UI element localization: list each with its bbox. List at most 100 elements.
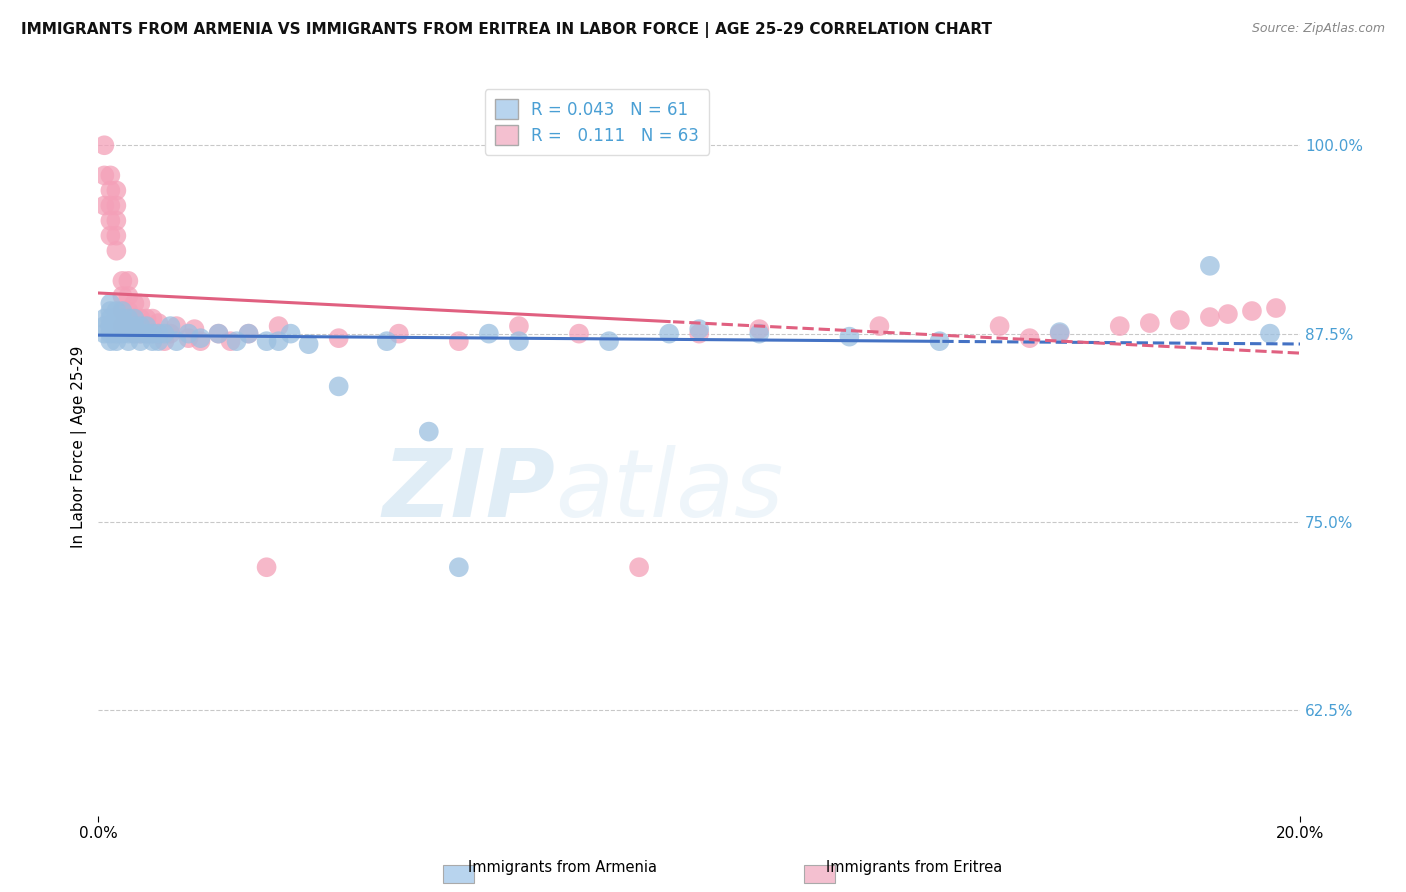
Point	[256, 560, 278, 574]
Point	[111, 319, 134, 334]
Point	[93, 319, 115, 334]
Point	[256, 334, 278, 348]
Point	[141, 326, 163, 341]
Point	[447, 560, 470, 574]
Point	[1265, 301, 1288, 315]
Point	[111, 289, 134, 303]
Point	[93, 198, 115, 212]
Point	[129, 311, 152, 326]
Text: atlas: atlas	[555, 445, 783, 536]
Point	[117, 334, 139, 348]
Point	[105, 244, 128, 258]
Point	[748, 322, 770, 336]
Point	[117, 289, 139, 303]
Point	[375, 334, 398, 348]
Point	[111, 326, 134, 341]
Legend: R = 0.043   N = 61, R =   0.111   N = 63: R = 0.043 N = 61, R = 0.111 N = 63	[485, 89, 709, 154]
Point	[148, 326, 170, 341]
Point	[129, 326, 152, 341]
Point	[159, 326, 181, 341]
Point	[928, 334, 950, 348]
Point	[111, 304, 134, 318]
Text: Source: ZipAtlas.com: Source: ZipAtlas.com	[1251, 22, 1385, 36]
Point	[207, 326, 229, 341]
Point	[105, 228, 128, 243]
Point	[267, 319, 290, 334]
Point	[98, 334, 121, 348]
Point	[105, 326, 128, 341]
Point	[135, 326, 157, 341]
Point	[105, 213, 128, 227]
Point	[117, 319, 139, 334]
Point	[98, 326, 121, 341]
Text: Immigrants from Armenia: Immigrants from Armenia	[468, 861, 657, 875]
Point	[98, 304, 121, 318]
Point	[628, 560, 651, 574]
Point	[153, 326, 176, 341]
Point	[148, 316, 170, 330]
Text: Immigrants from Eritrea: Immigrants from Eritrea	[825, 861, 1002, 875]
Point	[105, 334, 128, 348]
Point	[1168, 313, 1191, 327]
Point	[105, 304, 128, 318]
Point	[117, 311, 139, 326]
Point	[105, 184, 128, 198]
Point	[688, 326, 710, 341]
Point	[98, 169, 121, 183]
Point	[748, 326, 770, 341]
Point	[388, 326, 411, 341]
Point	[298, 337, 321, 351]
Point	[124, 326, 146, 341]
Point	[1049, 325, 1071, 339]
Point	[124, 326, 146, 341]
Point	[1258, 326, 1281, 341]
Point	[129, 319, 152, 334]
Point	[508, 319, 530, 334]
Point	[1199, 310, 1222, 324]
Point	[93, 311, 115, 326]
Point	[98, 198, 121, 212]
Point	[219, 334, 242, 348]
Point	[1108, 319, 1130, 334]
Point	[141, 334, 163, 348]
Text: ZIP: ZIP	[382, 445, 555, 537]
Point	[238, 326, 260, 341]
Point	[124, 311, 146, 326]
Point	[225, 334, 247, 348]
Point	[105, 198, 128, 212]
Point	[1049, 326, 1071, 341]
Point	[207, 326, 229, 341]
Point	[135, 319, 157, 334]
Point	[98, 319, 121, 334]
Point	[838, 329, 860, 343]
Point	[141, 311, 163, 326]
Point	[688, 322, 710, 336]
Point	[190, 334, 212, 348]
Point	[190, 331, 212, 345]
Y-axis label: In Labor Force | Age 25-29: In Labor Force | Age 25-29	[72, 345, 87, 548]
Point	[98, 296, 121, 310]
Point	[129, 326, 152, 341]
Point	[117, 326, 139, 341]
Point	[148, 334, 170, 348]
Point	[508, 334, 530, 348]
Point	[148, 326, 170, 341]
Point	[328, 379, 350, 393]
Point	[478, 326, 501, 341]
Point	[117, 319, 139, 334]
Point	[238, 326, 260, 341]
Point	[1199, 259, 1222, 273]
Point	[447, 334, 470, 348]
Point	[98, 311, 121, 326]
Point	[568, 326, 591, 341]
Point	[418, 425, 440, 439]
Point	[98, 228, 121, 243]
Point	[105, 311, 128, 326]
Point	[111, 304, 134, 318]
Point	[93, 326, 115, 341]
Point	[153, 334, 176, 348]
Point	[159, 319, 181, 334]
Point	[117, 274, 139, 288]
Point	[111, 274, 134, 288]
Point	[111, 319, 134, 334]
